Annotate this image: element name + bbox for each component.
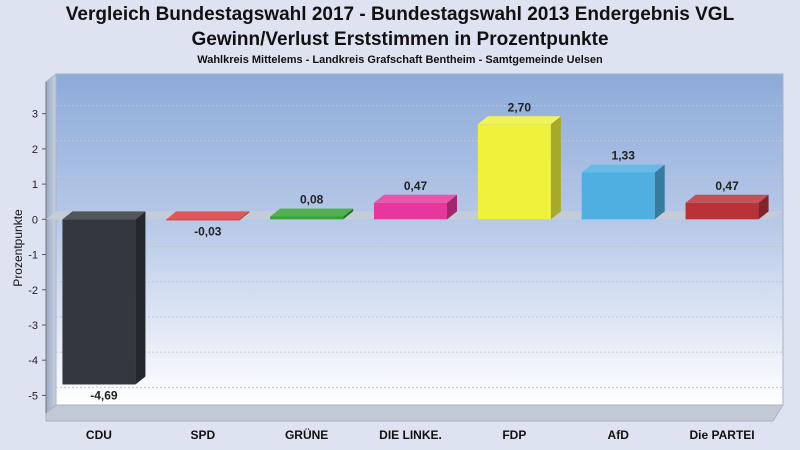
bar-front xyxy=(374,202,447,220)
bar-side xyxy=(758,194,769,220)
bar xyxy=(270,208,354,220)
data-label: 0,47 xyxy=(715,179,739,193)
bar-top xyxy=(62,211,146,220)
plot-floor xyxy=(45,404,784,422)
bar-front xyxy=(166,219,240,221)
bar-top xyxy=(581,164,665,173)
data-label: 1,33 xyxy=(612,148,636,162)
bar-side xyxy=(550,116,561,220)
y-tick-label: -5 xyxy=(28,390,38,402)
bar-top xyxy=(166,211,250,220)
bar xyxy=(581,164,665,220)
plot-background xyxy=(55,73,784,406)
x-tick-label: CDU xyxy=(86,428,112,442)
data-label: -0,03 xyxy=(194,224,222,238)
chart-title-line2: Gewinn/Verlust Erststimmen in Prozentpun… xyxy=(191,29,609,50)
y-tick-label: 3 xyxy=(32,109,38,121)
bar-side xyxy=(447,194,457,220)
bar xyxy=(166,211,250,221)
y-tick-label: -1 xyxy=(28,250,38,262)
data-label: 0,47 xyxy=(404,179,428,193)
bar xyxy=(62,211,146,385)
bar-front xyxy=(685,202,759,220)
bar xyxy=(477,116,561,220)
bar-side xyxy=(654,164,665,220)
data-label: -4,69 xyxy=(90,388,118,402)
chart-title: Vergleich Bundestagswahl 2017 - Bundesta… xyxy=(65,4,735,25)
x-tick-label: SPD xyxy=(190,428,215,442)
y-tick-label: 2 xyxy=(32,144,38,156)
bar xyxy=(685,194,769,220)
bar-top xyxy=(374,194,457,203)
x-tick-label: Die PARTEI xyxy=(690,428,755,442)
bar-top xyxy=(270,208,354,217)
bar-front xyxy=(581,172,655,220)
bar-top xyxy=(685,194,769,203)
bar-side xyxy=(343,208,354,220)
bar-front xyxy=(62,219,136,385)
y-axis-label: Prozentpunkte xyxy=(11,209,25,287)
bar-top xyxy=(477,116,561,125)
x-tick-label: FDP xyxy=(502,428,526,442)
x-tick-label: AfD xyxy=(608,428,630,442)
bar-side xyxy=(239,211,250,221)
y-tick-label: 1 xyxy=(32,179,38,191)
bar-side xyxy=(135,211,146,385)
bar-front xyxy=(477,124,551,220)
y-tick-label: -3 xyxy=(28,320,38,332)
y-tick-label: 0 xyxy=(32,214,38,226)
y-tick-label: -2 xyxy=(28,285,38,297)
data-label: 0,08 xyxy=(300,193,324,207)
x-tick-label: DIE LINKE. xyxy=(379,428,442,442)
bar xyxy=(374,194,457,220)
y-tick-label: -4 xyxy=(28,355,38,367)
bar-front xyxy=(270,216,344,220)
plot-side-wall xyxy=(45,72,57,415)
data-label: 2,70 xyxy=(508,100,532,114)
chart-subtitle: Wahlkreis Mittelems - Landkreis Grafscha… xyxy=(197,54,603,66)
x-tick-label: GRÜNE xyxy=(285,427,328,442)
